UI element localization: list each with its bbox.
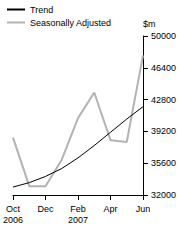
- svg-text:46400: 46400: [151, 63, 176, 73]
- svg-text:39200: 39200: [151, 126, 176, 136]
- svg-text:Oct: Oct: [6, 204, 21, 214]
- svg-text:Apr: Apr: [103, 204, 117, 214]
- svg-text:Trend: Trend: [30, 5, 53, 15]
- svg-text:50000: 50000: [151, 31, 176, 41]
- svg-text:35600: 35600: [151, 158, 176, 168]
- svg-text:Feb: Feb: [70, 204, 86, 214]
- svg-text:2006: 2006: [3, 215, 23, 225]
- svg-text:32000: 32000: [151, 190, 176, 200]
- svg-text:42800: 42800: [151, 95, 176, 105]
- svg-text:2007: 2007: [68, 215, 88, 225]
- svg-text:Seasonally Adjusted: Seasonally Adjusted: [30, 18, 111, 28]
- svg-text:Jun: Jun: [136, 204, 151, 214]
- svg-text:Dec: Dec: [38, 204, 55, 214]
- svg-text:$m: $m: [143, 19, 156, 29]
